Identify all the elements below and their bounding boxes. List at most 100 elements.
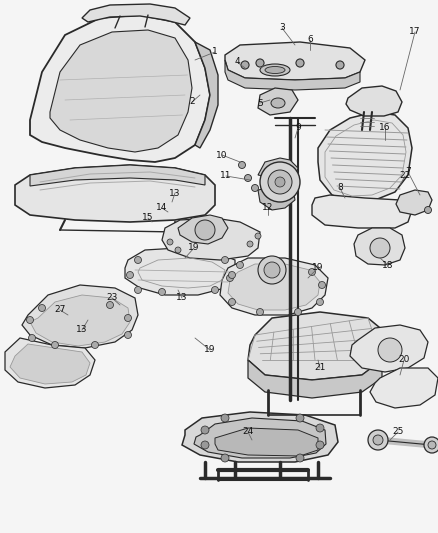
Polygon shape bbox=[215, 428, 318, 456]
Polygon shape bbox=[248, 312, 385, 380]
Circle shape bbox=[237, 262, 244, 269]
Circle shape bbox=[127, 271, 134, 279]
Circle shape bbox=[368, 430, 388, 450]
Circle shape bbox=[221, 454, 229, 462]
Text: 9: 9 bbox=[295, 124, 301, 133]
Circle shape bbox=[239, 161, 246, 168]
Circle shape bbox=[222, 256, 229, 263]
Circle shape bbox=[247, 241, 253, 247]
Text: 24: 24 bbox=[242, 427, 254, 437]
Text: 5: 5 bbox=[257, 99, 263, 108]
Circle shape bbox=[268, 170, 292, 194]
Circle shape bbox=[318, 281, 325, 288]
Polygon shape bbox=[258, 185, 295, 210]
Polygon shape bbox=[30, 295, 130, 346]
Circle shape bbox=[424, 206, 431, 214]
Ellipse shape bbox=[260, 64, 290, 76]
Circle shape bbox=[308, 269, 315, 276]
Polygon shape bbox=[182, 412, 338, 462]
Circle shape bbox=[27, 317, 33, 324]
Text: 8: 8 bbox=[337, 183, 343, 192]
Polygon shape bbox=[225, 42, 365, 80]
Text: 1: 1 bbox=[212, 47, 218, 56]
Circle shape bbox=[424, 437, 438, 453]
Circle shape bbox=[212, 287, 219, 294]
Circle shape bbox=[195, 220, 215, 240]
Circle shape bbox=[264, 262, 280, 278]
Circle shape bbox=[52, 342, 59, 349]
Polygon shape bbox=[350, 325, 428, 372]
Circle shape bbox=[124, 314, 131, 321]
Circle shape bbox=[226, 274, 233, 281]
Polygon shape bbox=[258, 88, 298, 115]
Circle shape bbox=[316, 424, 324, 432]
Text: 13: 13 bbox=[76, 326, 88, 335]
Circle shape bbox=[260, 162, 300, 202]
Polygon shape bbox=[312, 195, 412, 228]
Circle shape bbox=[201, 426, 209, 434]
Circle shape bbox=[124, 332, 131, 338]
Circle shape bbox=[221, 414, 229, 422]
Text: 12: 12 bbox=[262, 204, 274, 213]
Circle shape bbox=[134, 256, 141, 263]
Text: 3: 3 bbox=[279, 23, 285, 33]
Text: 20: 20 bbox=[398, 356, 410, 365]
Circle shape bbox=[241, 61, 249, 69]
Text: 23: 23 bbox=[106, 294, 118, 303]
Circle shape bbox=[229, 271, 236, 279]
Text: 18: 18 bbox=[382, 261, 394, 270]
Polygon shape bbox=[318, 112, 412, 202]
Polygon shape bbox=[248, 360, 382, 398]
Circle shape bbox=[296, 59, 304, 67]
Circle shape bbox=[373, 435, 383, 445]
Polygon shape bbox=[22, 285, 138, 348]
Polygon shape bbox=[30, 15, 210, 162]
Circle shape bbox=[336, 61, 344, 69]
Text: 21: 21 bbox=[314, 364, 326, 373]
Text: 14: 14 bbox=[156, 204, 168, 213]
Circle shape bbox=[296, 414, 304, 422]
Text: 13: 13 bbox=[176, 294, 188, 303]
Text: 17: 17 bbox=[409, 28, 421, 36]
Circle shape bbox=[28, 335, 35, 342]
Polygon shape bbox=[5, 338, 95, 388]
Circle shape bbox=[134, 287, 141, 294]
Circle shape bbox=[159, 288, 166, 295]
Polygon shape bbox=[228, 264, 320, 310]
Circle shape bbox=[201, 441, 209, 449]
Circle shape bbox=[255, 233, 261, 239]
Polygon shape bbox=[162, 218, 260, 260]
Polygon shape bbox=[30, 165, 205, 186]
Polygon shape bbox=[178, 215, 228, 244]
Text: 19: 19 bbox=[312, 263, 324, 272]
Text: 16: 16 bbox=[379, 124, 391, 133]
Circle shape bbox=[294, 309, 301, 316]
Ellipse shape bbox=[271, 98, 285, 108]
Text: 4: 4 bbox=[234, 58, 240, 67]
Circle shape bbox=[428, 441, 436, 449]
Circle shape bbox=[275, 177, 285, 187]
Circle shape bbox=[92, 342, 99, 349]
Text: 19: 19 bbox=[204, 345, 216, 354]
Circle shape bbox=[229, 298, 236, 305]
Polygon shape bbox=[220, 258, 328, 315]
Circle shape bbox=[175, 247, 181, 253]
Polygon shape bbox=[194, 418, 326, 458]
Text: 25: 25 bbox=[392, 427, 404, 437]
Circle shape bbox=[316, 441, 324, 449]
Circle shape bbox=[258, 256, 286, 284]
Polygon shape bbox=[125, 248, 235, 295]
Text: 7: 7 bbox=[405, 167, 411, 176]
Circle shape bbox=[39, 304, 46, 311]
Polygon shape bbox=[82, 4, 190, 25]
Polygon shape bbox=[225, 60, 360, 90]
Polygon shape bbox=[354, 228, 405, 265]
Text: 10: 10 bbox=[216, 150, 228, 159]
Circle shape bbox=[244, 174, 251, 182]
Text: 27: 27 bbox=[54, 305, 66, 314]
Circle shape bbox=[251, 184, 258, 191]
Polygon shape bbox=[346, 86, 402, 116]
Circle shape bbox=[167, 239, 173, 245]
Text: 11: 11 bbox=[220, 172, 232, 181]
Text: 19: 19 bbox=[188, 244, 200, 253]
